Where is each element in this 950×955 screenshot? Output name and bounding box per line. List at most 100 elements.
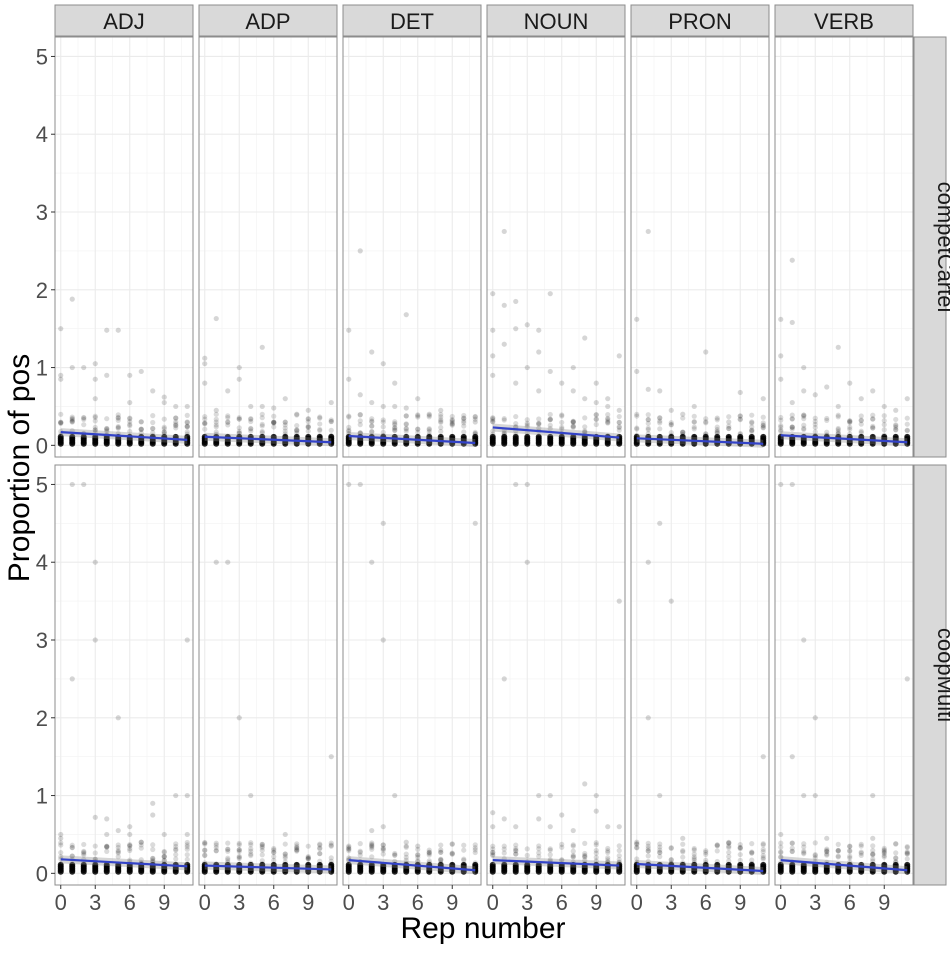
data-point <box>645 386 651 392</box>
data-point <box>138 426 144 432</box>
data-point <box>657 854 663 860</box>
data-point <box>524 422 530 428</box>
x-axis-label: Rep number <box>400 912 565 945</box>
data-point <box>161 429 167 435</box>
data-point <box>634 426 640 432</box>
data-point <box>317 850 323 857</box>
data-point <box>801 422 807 428</box>
data-point <box>858 852 864 859</box>
data-point <box>184 419 190 426</box>
data-point <box>346 481 352 488</box>
data-point <box>403 425 409 431</box>
data-point <box>691 433 698 440</box>
data-point <box>236 854 242 860</box>
data-point <box>150 857 156 863</box>
panel-border <box>198 36 338 458</box>
data-point <box>778 316 784 322</box>
data-point <box>582 781 588 787</box>
data-point <box>58 419 64 425</box>
data-point <box>438 418 444 424</box>
data-point <box>69 419 75 425</box>
data-point <box>150 413 156 419</box>
data-point <box>593 380 599 386</box>
data-point <box>858 413 864 419</box>
data-point <box>835 344 841 350</box>
data-point <box>294 428 300 434</box>
data-point <box>760 841 766 847</box>
y-tick-label: 5 <box>36 472 48 497</box>
data-point <box>582 857 588 863</box>
data-point <box>294 845 300 851</box>
data-point <box>490 353 496 359</box>
data-point <box>737 851 743 858</box>
data-point <box>403 421 409 428</box>
data-point <box>92 414 98 421</box>
data-point <box>150 800 156 806</box>
data-point <box>472 413 478 420</box>
data-point <box>438 428 444 435</box>
data-point <box>213 842 219 848</box>
data-point <box>225 857 231 863</box>
data-point <box>524 417 530 423</box>
facet-strip-background <box>913 36 947 458</box>
data-point <box>449 841 455 847</box>
data-point <box>593 858 599 864</box>
data-point <box>415 858 421 864</box>
data-point <box>173 847 179 853</box>
data-point <box>369 559 375 565</box>
data-point <box>81 481 87 488</box>
data-point <box>282 831 288 838</box>
data-point <box>392 852 398 858</box>
data-point <box>403 839 409 845</box>
data-point <box>777 861 784 868</box>
data-point <box>749 849 755 855</box>
data-point <box>92 861 99 868</box>
data-point <box>893 855 899 861</box>
data-point <box>835 841 841 847</box>
data-point <box>789 848 795 854</box>
data-point <box>380 361 386 367</box>
data-point <box>547 417 553 423</box>
data-point <box>691 854 697 860</box>
data-point <box>317 846 323 852</box>
facet-strip-background <box>630 4 770 37</box>
data-point <box>535 433 542 440</box>
data-point <box>789 426 795 432</box>
data-point <box>282 433 289 440</box>
data-point <box>461 416 467 422</box>
data-point <box>461 412 467 419</box>
data-point <box>680 854 686 860</box>
data-point <box>801 844 807 850</box>
data-point <box>58 411 64 417</box>
data-point <box>536 816 542 822</box>
data-point <box>513 824 519 830</box>
data-point <box>570 433 577 440</box>
data-point <box>726 414 732 420</box>
data-point <box>760 422 766 428</box>
y-tick-label: 3 <box>36 200 48 225</box>
data-point <box>317 421 323 427</box>
data-point <box>737 844 743 851</box>
data-point <box>138 426 144 432</box>
data-point <box>161 394 167 400</box>
data-point <box>259 403 265 410</box>
data-point <box>150 426 156 432</box>
y-axis-label: Proportion of pos <box>3 354 36 582</box>
data-point <box>881 847 887 853</box>
data-point <box>634 411 640 417</box>
data-point <box>645 425 651 431</box>
data-point <box>115 412 121 418</box>
data-point <box>438 849 444 856</box>
data-point <box>392 427 398 434</box>
panel-background <box>55 37 193 457</box>
data-point <box>593 842 599 848</box>
data-point <box>161 854 167 860</box>
panel-border <box>630 36 770 458</box>
data-point <box>760 856 766 862</box>
data-point <box>369 416 375 422</box>
data-point <box>115 425 121 431</box>
data-point <box>904 427 910 433</box>
data-point <box>202 839 208 846</box>
data-point <box>668 857 674 863</box>
data-point <box>115 827 121 834</box>
